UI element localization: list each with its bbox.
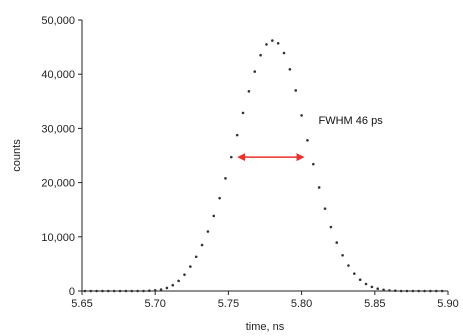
data-point [423, 289, 426, 293]
data-point [440, 289, 444, 293]
x-tick-label: 5.65 [71, 298, 92, 310]
data-point [353, 272, 356, 275]
data-point [153, 289, 157, 292]
data-points [83, 39, 444, 293]
data-point [124, 289, 128, 293]
axes: 5.65 5.70 5.75 5.80 5.85 5.90 0 10,000 20,000 30,… [41, 15, 458, 310]
data-point [276, 42, 280, 45]
data-point [171, 283, 175, 287]
x-tick-label: 5.80 [291, 298, 312, 310]
data-point [393, 289, 397, 293]
y-tick-label: 50,000 [41, 15, 75, 27]
data-point [335, 241, 339, 244]
data-point [405, 289, 409, 293]
data-point [294, 89, 298, 92]
data-point [417, 289, 421, 293]
data-point [148, 289, 151, 293]
data-point [95, 289, 98, 293]
data-point [206, 230, 210, 233]
data-point [388, 289, 391, 292]
data-point [107, 289, 110, 293]
y-tick-label: 40,000 [41, 69, 75, 81]
data-point [370, 285, 374, 289]
data-point [241, 111, 245, 115]
data-point [83, 289, 87, 293]
data-point [364, 282, 368, 286]
data-point [235, 133, 239, 137]
data-point [341, 253, 344, 257]
y-axis-title: counts [11, 139, 23, 172]
data-point [382, 288, 385, 292]
data-point [288, 68, 292, 71]
x-tick-label: 5.90 [437, 298, 458, 310]
data-point [89, 289, 93, 293]
data-point [247, 90, 251, 93]
data-point [212, 214, 216, 218]
data-point [177, 279, 180, 283]
data-point [200, 243, 204, 247]
data-point [306, 139, 309, 142]
data-point [259, 53, 262, 57]
data-point [312, 162, 315, 166]
data-point [282, 51, 286, 55]
data-point [218, 196, 221, 200]
x-tick-label: 5.85 [364, 298, 385, 310]
data-point [112, 289, 116, 293]
data-point [411, 289, 415, 293]
data-point [189, 265, 192, 268]
y-tick-label: 10,000 [41, 232, 75, 244]
y-tick-label: 20,000 [41, 178, 75, 190]
data-point [230, 155, 233, 159]
data-point [271, 39, 274, 42]
annotations: FWHM 46 ps [237, 115, 384, 162]
data-point [165, 286, 169, 290]
data-point [429, 289, 432, 293]
data-point [358, 278, 362, 282]
y-tick-label: 30,000 [41, 123, 75, 135]
x-tick-label: 5.70 [144, 298, 165, 310]
fwhm-label: FWHM 46 ps [319, 115, 384, 127]
data-point [376, 287, 380, 291]
data-point [317, 186, 321, 189]
data-point [265, 43, 268, 46]
data-point [347, 264, 350, 267]
data-point [329, 225, 333, 229]
data-point [434, 289, 438, 293]
data-point [224, 177, 227, 180]
data-point [194, 255, 198, 259]
data-point [300, 114, 303, 117]
data-point [399, 289, 403, 293]
data-point [183, 273, 186, 276]
data-point [253, 70, 257, 73]
x-axis-title: time, ns [246, 321, 285, 333]
data-point [130, 289, 134, 293]
y-tick-label: 0 [69, 286, 75, 298]
data-point [159, 288, 163, 291]
x-tick-label: 5.75 [218, 298, 239, 310]
data-point [118, 289, 122, 293]
data-point [136, 289, 139, 293]
data-point [142, 289, 145, 293]
data-point [323, 207, 327, 210]
data-point [101, 289, 104, 293]
